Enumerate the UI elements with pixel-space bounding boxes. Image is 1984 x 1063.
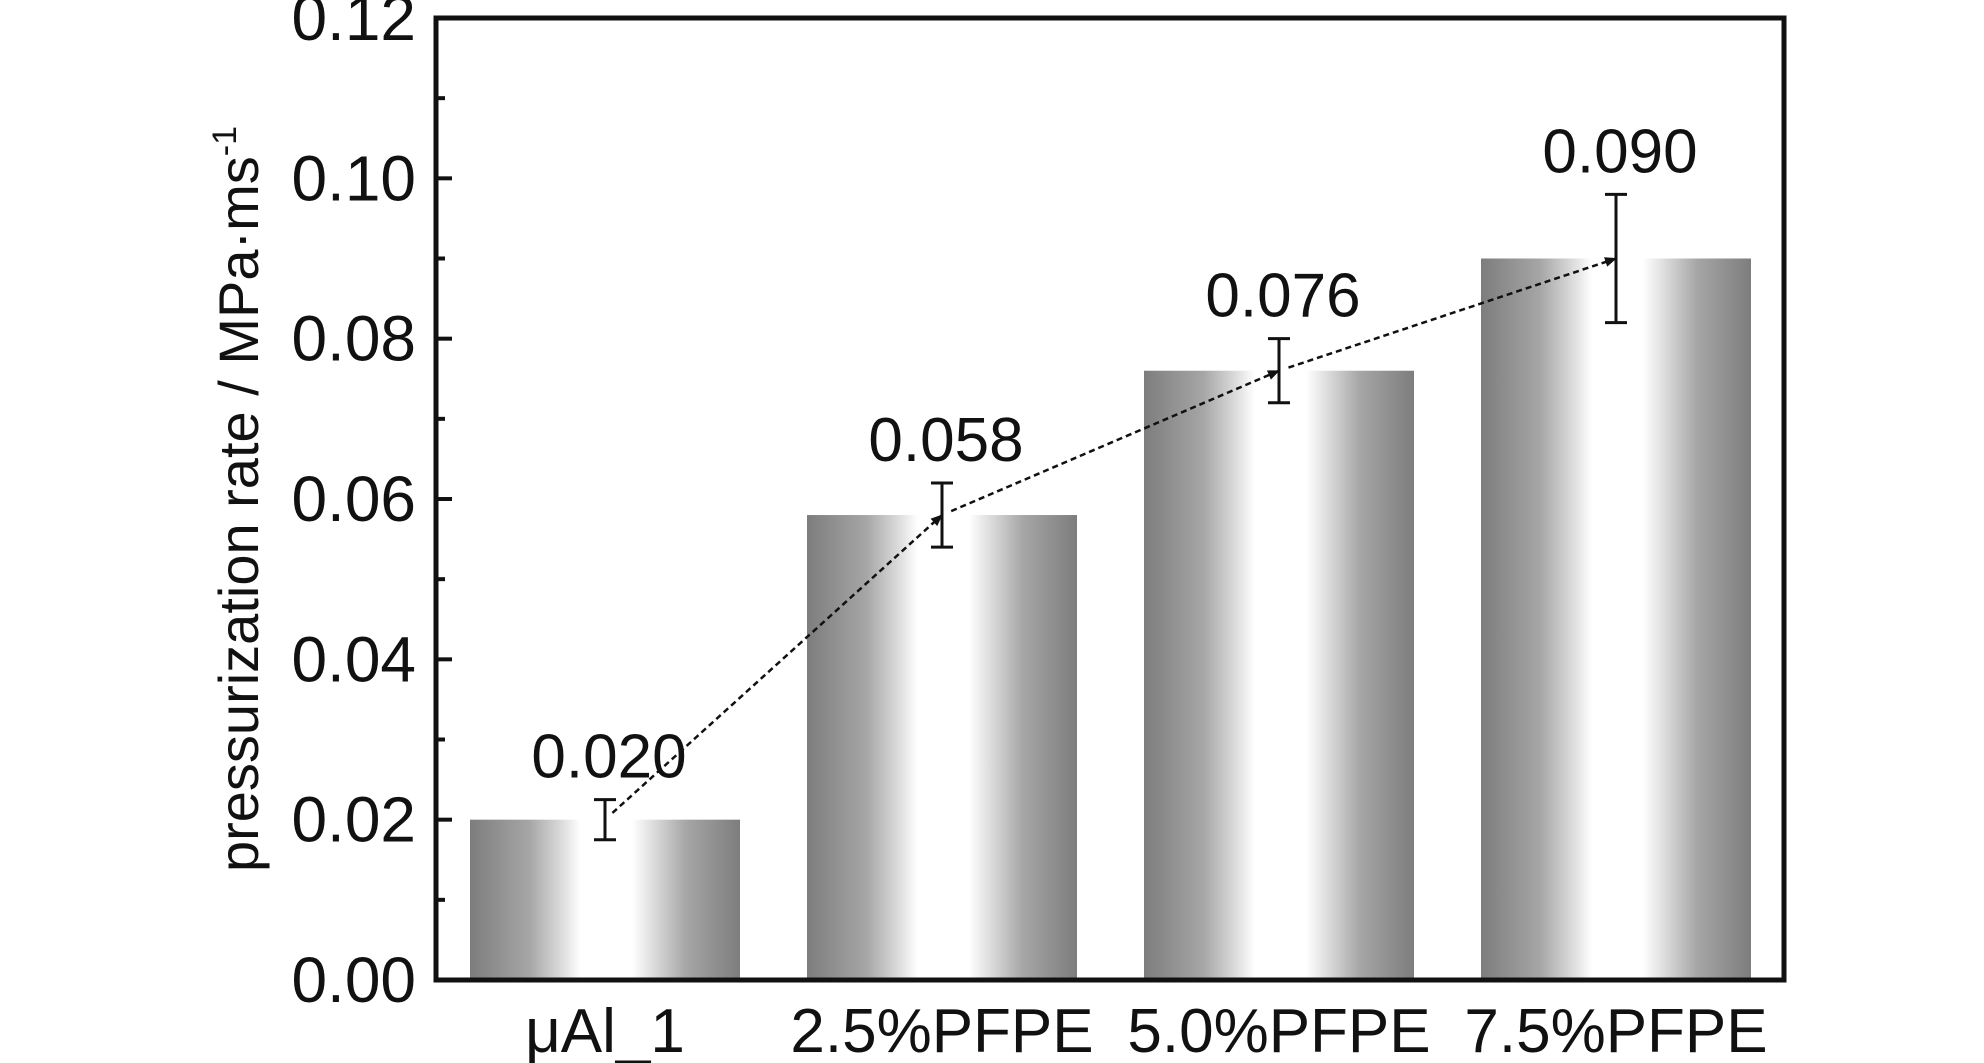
trend-line [611, 257, 1617, 814]
bar-3 [1481, 258, 1751, 980]
x-axis-categories: μAl_1 2.5%PFPE 5.0%PFPE 7.5%PFPE [525, 997, 1768, 1063]
y-axis-title-text: pressurization rate / MPa·ms [207, 156, 270, 872]
y-axis-title-superscript: -1 [206, 126, 244, 156]
error-bars [594, 192, 1627, 842]
value-label-3: 0.090 [1542, 117, 1697, 186]
y-tick-label-1: 0.02 [291, 784, 416, 856]
trend-arrow-0 [611, 514, 943, 814]
trend-arrow-2 [1288, 257, 1617, 369]
y-tick-label-2: 0.04 [291, 623, 416, 695]
category-label-0: μAl_1 [525, 997, 685, 1063]
y-tick-label-6: 0.12 [291, 0, 416, 54]
bar-0 [470, 819, 740, 980]
value-label-1: 0.058 [868, 406, 1023, 475]
y-tick-label-0: 0.00 [291, 944, 416, 1016]
bar-1 [807, 515, 1077, 980]
category-label-1: 2.5%PFPE [790, 997, 1093, 1063]
bars-layer [470, 258, 1751, 980]
y-axis: 0.00 0.02 0.04 0.06 0.08 0.10 0.12 [291, 0, 452, 1016]
y-tick-label-5: 0.10 [291, 142, 416, 214]
category-label-2: 5.0%PFPE [1127, 997, 1430, 1063]
value-label-2: 0.076 [1205, 262, 1360, 331]
category-label-3: 7.5%PFPE [1464, 997, 1767, 1063]
y-tick-label-4: 0.08 [291, 303, 416, 375]
y-tick-label-3: 0.06 [291, 463, 416, 535]
bar-2 [1144, 370, 1414, 980]
value-label-0: 0.020 [531, 723, 686, 792]
value-labels: 0.020 0.058 0.076 0.090 [531, 117, 1697, 791]
y-axis-title: pressurization rate / MPa·ms-1 [206, 126, 270, 872]
